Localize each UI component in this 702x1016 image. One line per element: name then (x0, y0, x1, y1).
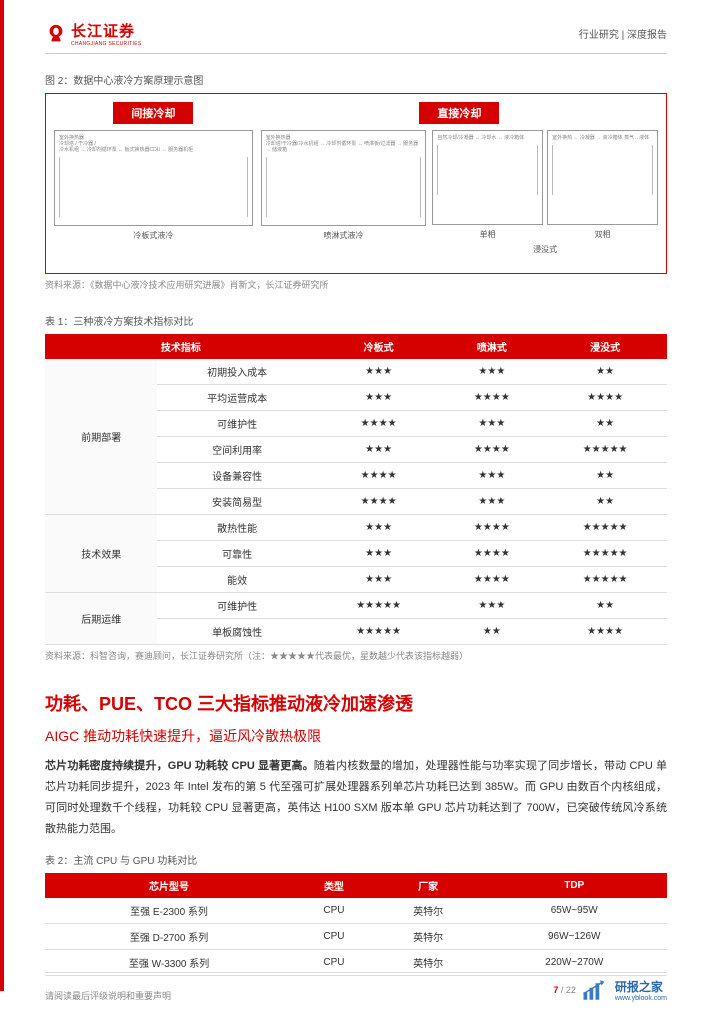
table1-value-cell: ★★★★ (317, 411, 441, 437)
table1-category-cell: 技术效果 (45, 515, 157, 593)
section-title: 功耗、PUE、TCO 三大指标推动液冷加速渗透 (45, 690, 667, 716)
logo-text-en: CHANGJIANG SECURITIES (71, 41, 141, 47)
table1-value-cell: ★★★ (317, 437, 441, 463)
table1-value-cell: ★★★★ (440, 515, 543, 541)
table1-value-cell: ★★★★ (440, 437, 543, 463)
table1-header-cell: 浸没式 (543, 334, 667, 359)
logo-text-cn: 长江证券 (71, 20, 141, 41)
diagram-immersion-label: 浸没式 (432, 244, 658, 255)
table1-value-cell: ★★★★ (440, 541, 543, 567)
diagram-single-label: 单相 (432, 229, 543, 240)
table1-metric-cell: 初期投入成本 (157, 359, 316, 385)
table1-value-cell: ★★★★ (440, 385, 543, 411)
logo-icon (45, 23, 67, 45)
left-red-bar (0, 0, 4, 991)
diagram-right-header: 直接冷却 (419, 102, 499, 124)
table1-value-cell: ★★★★ (317, 489, 441, 515)
table1-value-cell: ★★★ (440, 463, 543, 489)
diagram-dual-label: 双相 (547, 229, 658, 240)
table1-value-cell: ★★★ (317, 359, 441, 385)
table1-value-cell: ★★ (543, 489, 667, 515)
diagram-coldplate-label: 冷板式液冷 (54, 230, 253, 241)
table1-title: 表 1：三种液冷方案技术指标对比 (45, 313, 667, 328)
table2-cell: 至强 D-2700 系列 (45, 923, 293, 949)
table1-metric-cell: 可维护性 (157, 411, 316, 437)
table1-value-cell: ★★★ (440, 593, 543, 619)
page-footer: 请阅读最后评级说明和重要声明 7 / 22 研报之家 www.yblook.co… (45, 972, 667, 1002)
page-header: 长江证券 CHANGJIANG SECURITIES 行业研究 | 深度报告 (45, 20, 667, 54)
table1-value-cell: ★★ (543, 593, 667, 619)
table2-cell: 英特尔 (375, 898, 482, 924)
table1-value-cell: ★★★ (440, 411, 543, 437)
table1-value-cell: ★★★★★ (543, 567, 667, 593)
table2-cell: 至强 E-2300 系列 (45, 898, 293, 924)
table2: 芯片型号类型厂家TDP 至强 E-2300 系列CPU英特尔65W~95W至强 … (45, 873, 667, 976)
watermark-icon (582, 978, 612, 1002)
figure2-caption: 图 2：数据中心液冷方案原理示意图 (45, 72, 667, 87)
table1-value-cell: ★★★ (317, 515, 441, 541)
table1-value-cell: ★★★★ (440, 567, 543, 593)
table1-value-cell: ★★★★★ (543, 437, 667, 463)
table1-value-cell: ★★ (440, 619, 543, 645)
table1-metric-cell: 设备兼容性 (157, 463, 316, 489)
watermark-url: www.yblook.com (615, 995, 667, 1002)
table1-metric-cell: 空间利用率 (157, 437, 316, 463)
table-row: 前期部署初期投入成本★★★★★★★★ (45, 359, 667, 385)
table1-metric-cell: 可靠性 (157, 541, 316, 567)
table1-value-cell: ★★★ (440, 359, 543, 385)
table1-value-cell: ★★★ (440, 489, 543, 515)
table-row: 技术效果散热性能★★★★★★★★★★★★ (45, 515, 667, 541)
table1-value-cell: ★★★ (317, 385, 441, 411)
table1-value-cell: ★★★★ (543, 385, 667, 411)
table1-metric-cell: 平均运营成本 (157, 385, 316, 411)
table1-value-cell: ★★ (543, 359, 667, 385)
table1: 技术指标冷板式喷淋式浸没式 前期部署初期投入成本★★★★★★★★平均运营成本★★… (45, 334, 667, 645)
table1-value-cell: ★★★★★ (543, 515, 667, 541)
table1-value-cell: ★★★ (317, 541, 441, 567)
table1-value-cell: ★★ (543, 411, 667, 437)
table2-cell: 65W~95W (481, 898, 667, 924)
table1-metric-cell: 安装简易型 (157, 489, 316, 515)
table1-note: 资料来源：科智咨询，赛迪顾问，长江证券研究所（注：★★★★★代表最优，星数越少代… (45, 649, 667, 662)
table2-title: 表 2：主流 CPU 与 GPU 功耗对比 (45, 852, 667, 867)
table-row: 至强 E-2300 系列CPU英特尔65W~95W (45, 898, 667, 924)
header-category: 行业研究 | 深度报告 (579, 26, 667, 41)
table1-value-cell: ★★ (543, 463, 667, 489)
table1-value-cell: ★★★★ (543, 619, 667, 645)
table1-metric-cell: 能效 (157, 567, 316, 593)
table2-cell: CPU (293, 923, 375, 949)
table1-metric-cell: 单板腐蚀性 (157, 619, 316, 645)
table-row: 后期运维可维护性★★★★★★★★★★ (45, 593, 667, 619)
table1-value-cell: ★★★★★ (543, 541, 667, 567)
watermark: 研报之家 www.yblook.com (582, 978, 667, 1002)
table1-value-cell: ★★★★ (317, 463, 441, 489)
table2-cell: CPU (293, 898, 375, 924)
table1-header-cell: 喷淋式 (440, 334, 543, 359)
table1-value-cell: ★★★★★ (317, 593, 441, 619)
logo: 长江证券 CHANGJIANG SECURITIES (45, 20, 141, 47)
table1-category-cell: 后期运维 (45, 593, 157, 645)
table2-cell: 英特尔 (375, 923, 482, 949)
table1-value-cell: ★★★ (317, 567, 441, 593)
table2-header-cell: TDP (481, 873, 667, 898)
page-number: 7 / 22 (553, 985, 576, 995)
diagram-left-header: 间接冷却 (113, 102, 193, 124)
section-subtitle: AIGC 推动功耗快速提升，逼近风冷散热极限 (45, 726, 667, 746)
table1-category-cell: 前期部署 (45, 359, 157, 515)
figure2-diagram: 间接冷却 室外换热器冷却塔 / 干冷器 /冷水机组 ↔ 冷却剂循环泵 ↔ 板式换… (45, 93, 667, 274)
figure2-source: 资料来源：《数据中心液冷技术应用研究进展》肖新文，长江证券研究所 (45, 278, 667, 291)
watermark-cn: 研报之家 (615, 978, 667, 995)
body-paragraph: 芯片功耗密度持续提升，GPU 功耗较 CPU 显著更高。随着内核数量的增加，处理… (45, 756, 667, 840)
diagram-spray-label: 喷淋式液冷 (261, 230, 427, 241)
table1-metric-cell: 散热性能 (157, 515, 316, 541)
table-row: 至强 D-2700 系列CPU英特尔96W~126W (45, 923, 667, 949)
table2-header-cell: 类型 (293, 873, 375, 898)
table2-header-cell: 芯片型号 (45, 873, 293, 898)
table1-header-cell: 技术指标 (45, 334, 317, 359)
table1-metric-cell: 可维护性 (157, 593, 316, 619)
table1-header-cell: 冷板式 (317, 334, 441, 359)
table2-header-cell: 厂家 (375, 873, 482, 898)
table1-value-cell: ★★★★★ (317, 619, 441, 645)
table2-cell: 96W~126W (481, 923, 667, 949)
